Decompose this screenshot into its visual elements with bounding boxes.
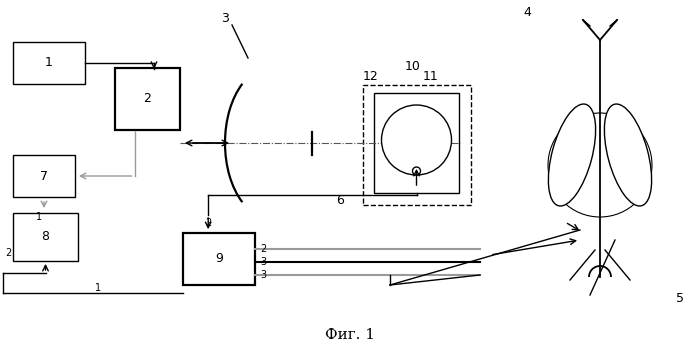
Bar — [13, 155, 75, 197]
Bar — [13, 213, 78, 261]
Bar — [183, 233, 255, 285]
Ellipse shape — [549, 104, 596, 206]
Text: 6: 6 — [336, 194, 344, 207]
Text: 2: 2 — [143, 92, 152, 106]
Text: 12: 12 — [363, 70, 379, 83]
Text: 1: 1 — [95, 283, 101, 293]
Text: 4: 4 — [523, 6, 531, 19]
Text: 1: 1 — [36, 212, 42, 222]
Ellipse shape — [605, 104, 651, 206]
Text: 2: 2 — [260, 244, 266, 254]
Bar — [115, 68, 180, 130]
Text: 9: 9 — [215, 253, 223, 266]
Text: 2: 2 — [5, 248, 11, 258]
Bar — [13, 42, 85, 84]
Text: 2: 2 — [205, 218, 211, 228]
Text: 3: 3 — [221, 11, 229, 24]
Text: Фиг. 1: Фиг. 1 — [325, 328, 375, 342]
Text: 1: 1 — [45, 57, 53, 69]
Text: 11: 11 — [423, 70, 439, 83]
Text: 5: 5 — [676, 292, 684, 305]
Circle shape — [412, 167, 421, 175]
Text: 10: 10 — [405, 60, 421, 73]
Text: 3: 3 — [260, 270, 266, 280]
Bar — [374, 93, 459, 193]
Text: 7: 7 — [40, 169, 48, 183]
Circle shape — [382, 105, 452, 175]
Bar — [363, 85, 471, 205]
Text: 3: 3 — [260, 257, 266, 267]
Text: 8: 8 — [41, 230, 50, 244]
